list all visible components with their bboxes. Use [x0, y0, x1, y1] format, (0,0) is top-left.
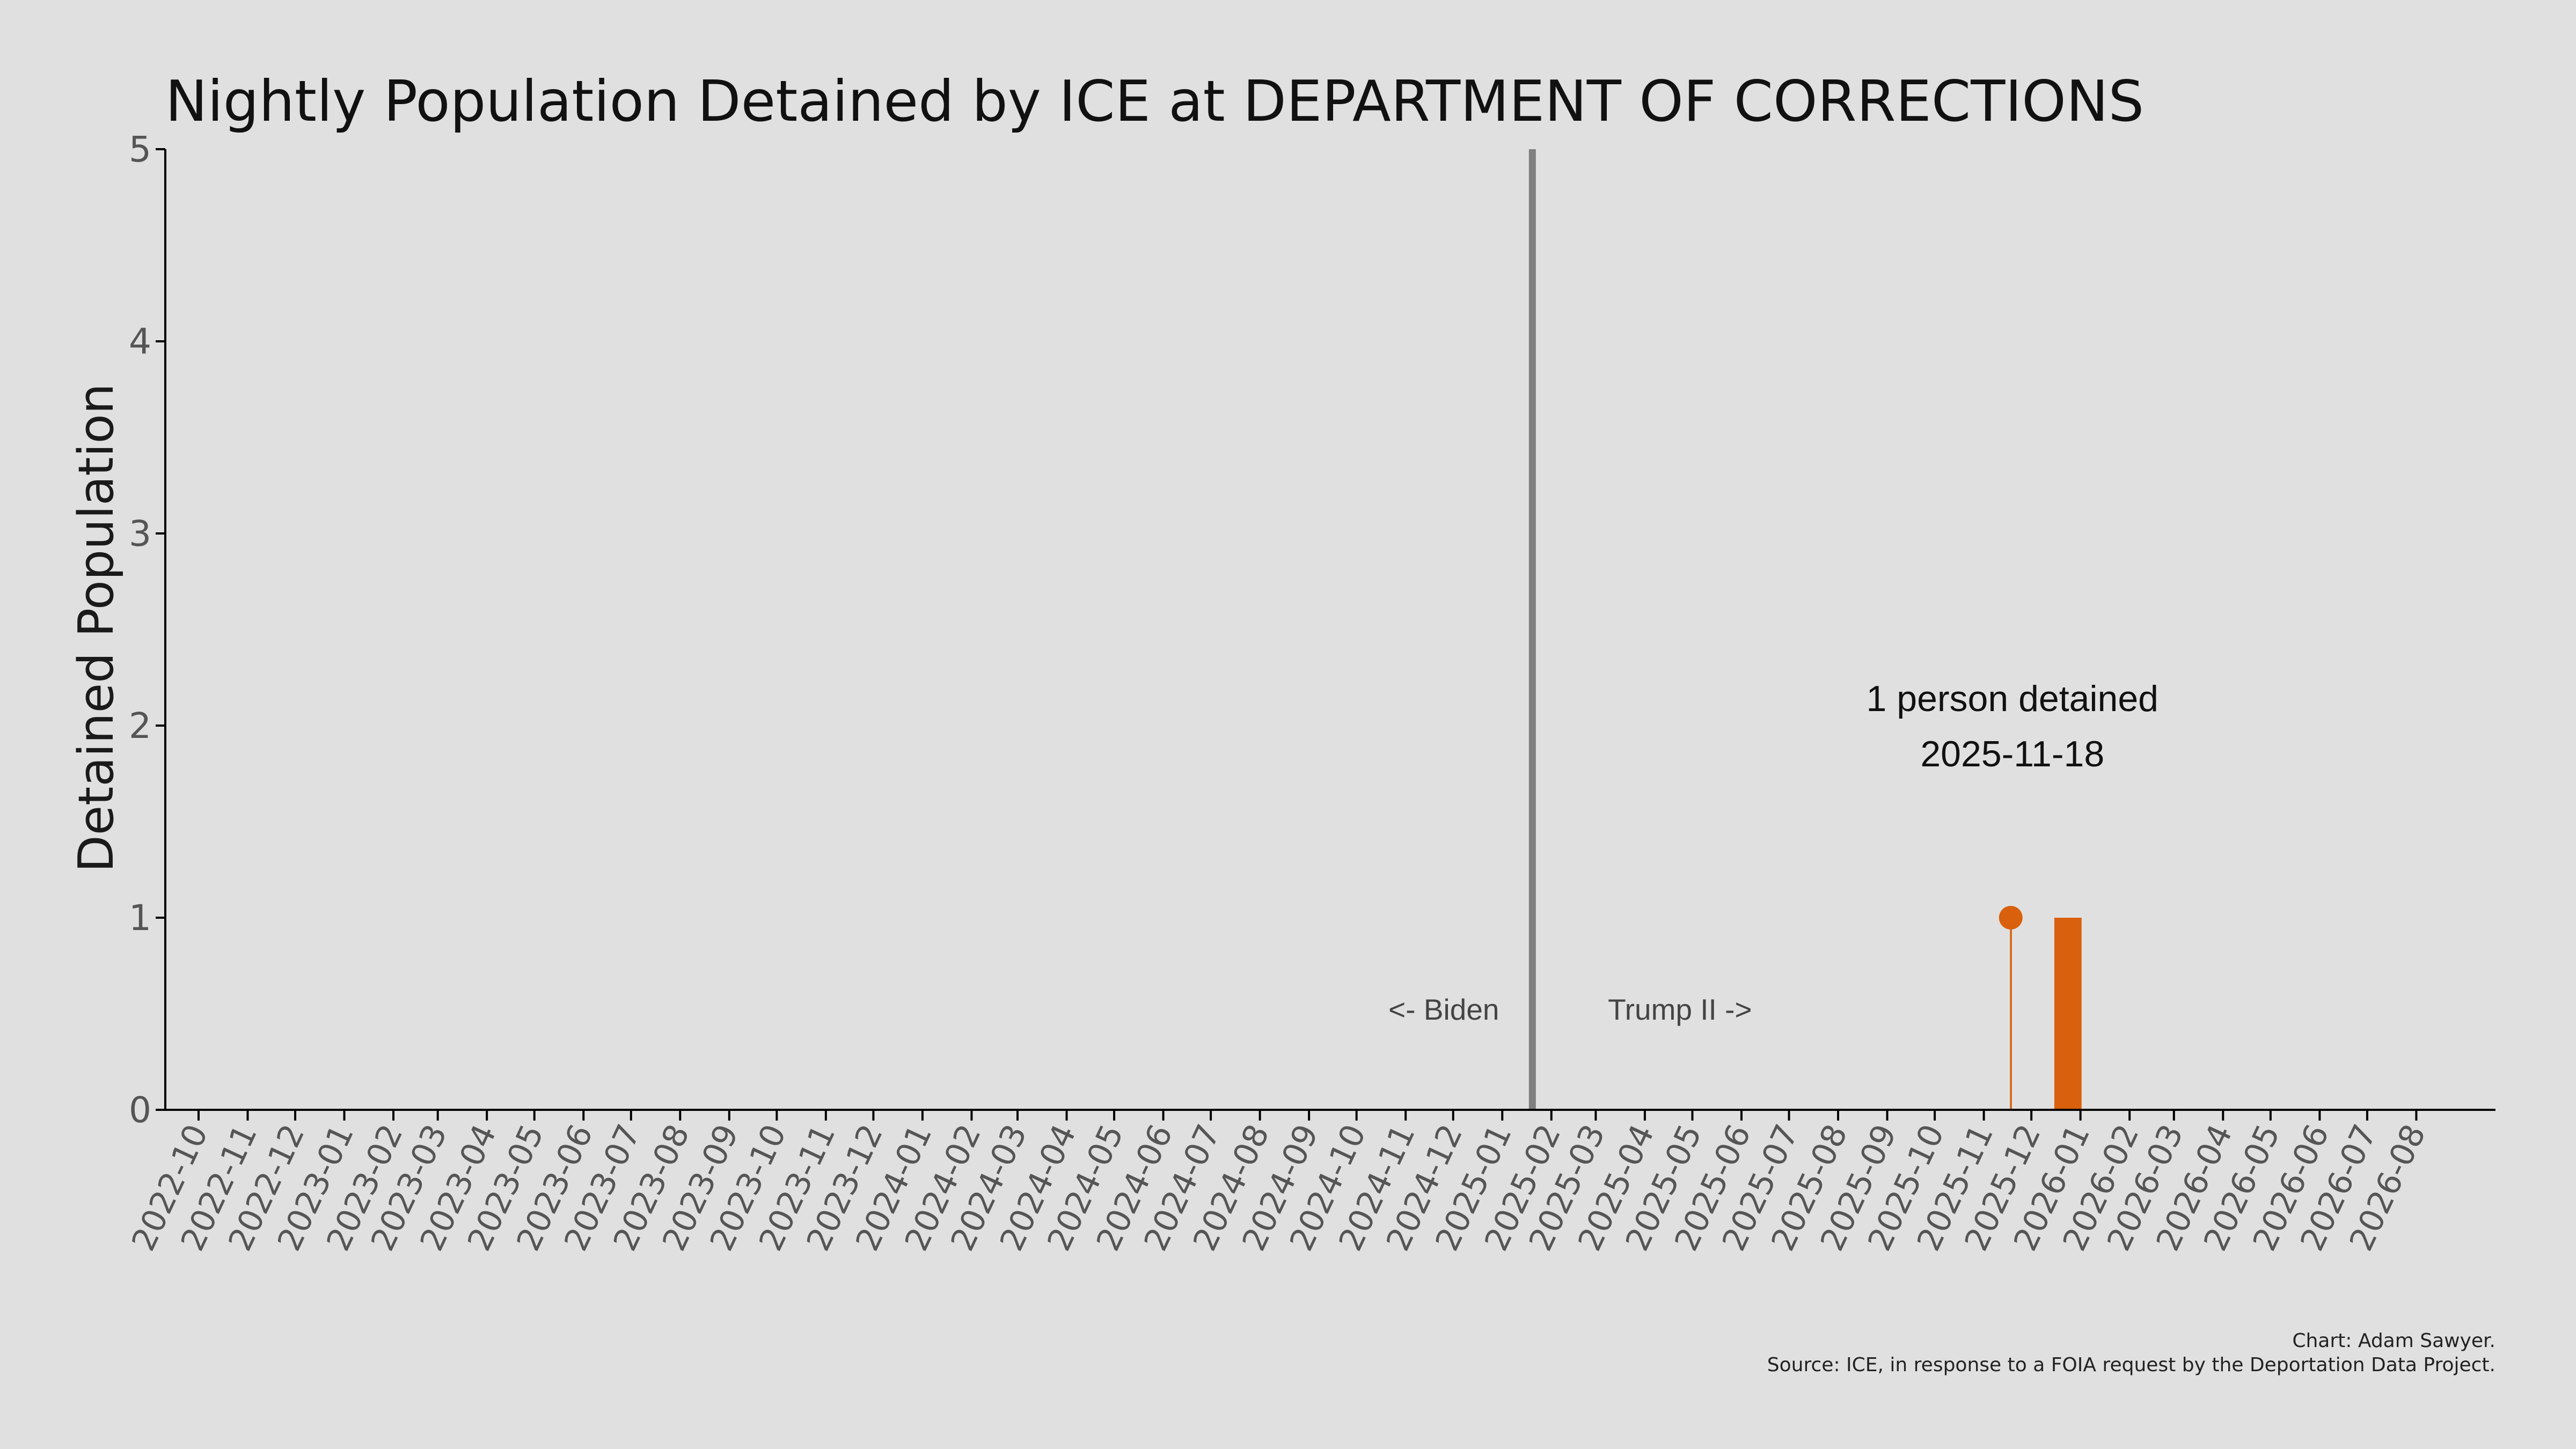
- y-tick-label: 0: [129, 1089, 151, 1131]
- y-tick-label: 5: [129, 129, 151, 170]
- bar: [2055, 918, 2058, 1110]
- plot-area: <- Biden Trump II -> 1 person detained 2025…: [125, 129, 2496, 1257]
- bar: [2059, 918, 2061, 1110]
- bar: [2070, 918, 2073, 1110]
- y-axis-label: Detained Population: [68, 383, 125, 872]
- y-tick-label: 3: [129, 513, 151, 554]
- bar: [2080, 918, 2082, 1110]
- bar: [2067, 918, 2069, 1110]
- bar: [2010, 918, 2012, 1110]
- credit-line-2: Source: ICE, in response to a FOIA reque…: [1767, 1354, 2496, 1376]
- chart-title: Nightly Population Detained by ICE at DE…: [165, 69, 2144, 134]
- bar: [2076, 918, 2079, 1110]
- bar: [2057, 918, 2060, 1110]
- bar: [2060, 918, 2063, 1110]
- annotation-line-1: 1 person detained: [1867, 678, 2158, 719]
- highlight-marker: [1999, 906, 2023, 930]
- bar: [2063, 918, 2066, 1110]
- annotation-line-2: 2025-11-18: [1920, 734, 2104, 774]
- era-label-trump: Trump II ->: [1608, 993, 1752, 1026]
- bar: [2068, 918, 2071, 1110]
- bar: [2072, 918, 2074, 1110]
- era-label-biden: <- Biden: [1388, 993, 1499, 1026]
- bar: [2078, 918, 2080, 1110]
- bar: [2062, 918, 2065, 1110]
- bar: [2073, 918, 2075, 1110]
- y-tick-label: 4: [129, 321, 151, 362]
- bar: [2054, 918, 2057, 1110]
- bar: [2065, 918, 2068, 1110]
- y-tick-label: 1: [129, 897, 151, 939]
- credit-line-1: Chart: Adam Sawyer.: [2292, 1330, 2496, 1352]
- bar: [2075, 918, 2077, 1110]
- y-tick-label: 2: [129, 705, 151, 747]
